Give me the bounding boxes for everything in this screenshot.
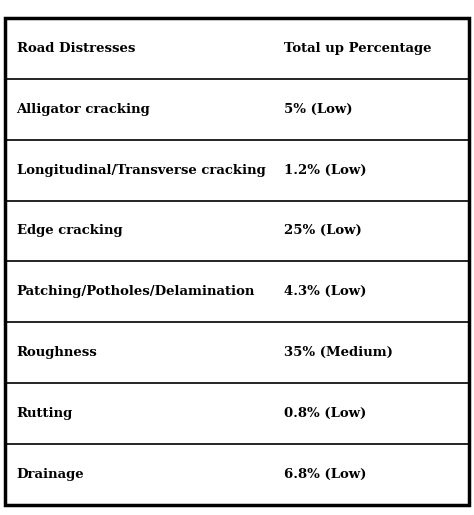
Text: 0.8% (Low): 0.8% (Low) bbox=[284, 407, 367, 420]
Text: Rutting: Rutting bbox=[17, 407, 73, 420]
Text: Patching/Potholes/Delamination: Patching/Potholes/Delamination bbox=[17, 285, 255, 298]
Text: Total up Percentage: Total up Percentage bbox=[284, 42, 432, 55]
Text: Drainage: Drainage bbox=[17, 468, 84, 481]
Text: 5% (Low): 5% (Low) bbox=[284, 103, 353, 116]
Text: Roughness: Roughness bbox=[17, 346, 97, 359]
Text: 4.3% (Low): 4.3% (Low) bbox=[284, 285, 367, 298]
Text: 6.8% (Low): 6.8% (Low) bbox=[284, 468, 367, 481]
Text: Edge cracking: Edge cracking bbox=[17, 225, 122, 237]
Text: Road Distresses: Road Distresses bbox=[17, 42, 135, 55]
Text: Longitudinal/Transverse cracking: Longitudinal/Transverse cracking bbox=[17, 164, 265, 177]
Text: 25% (Low): 25% (Low) bbox=[284, 225, 362, 237]
Text: 35% (Medium): 35% (Medium) bbox=[284, 346, 393, 359]
Text: 1.2% (Low): 1.2% (Low) bbox=[284, 164, 367, 177]
Text: Alligator cracking: Alligator cracking bbox=[17, 103, 150, 116]
